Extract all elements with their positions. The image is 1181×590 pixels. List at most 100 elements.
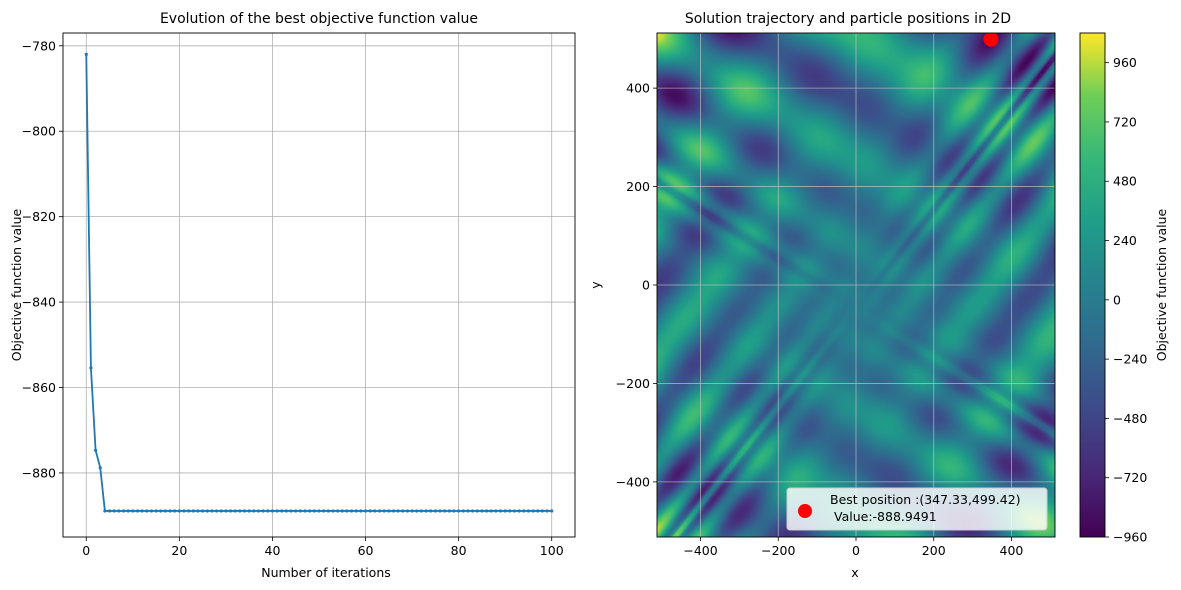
best-value-point [219, 509, 223, 513]
convergence-y-tick-label: −780 [22, 38, 56, 53]
best-value-point [298, 509, 302, 513]
best-value-point [340, 509, 344, 513]
best-value-point [182, 509, 186, 513]
best-value-point [201, 509, 205, 513]
colorbar-tick-label: −240 [1113, 352, 1147, 367]
convergence-x-tick-label: 60 [358, 543, 374, 558]
convergence-x-tick-label: 80 [451, 543, 467, 558]
best-value-point [545, 509, 549, 513]
best-value-point [326, 509, 330, 513]
best-value-point [508, 509, 512, 513]
best-value-point [173, 509, 177, 513]
best-value-point [224, 509, 228, 513]
best-value-point [517, 509, 521, 513]
legend-best-position-marker [798, 504, 812, 518]
best-value-point [117, 509, 121, 513]
best-value-point [359, 509, 363, 513]
convergence-x-tick-label: 40 [265, 543, 281, 558]
best-value-point [121, 509, 126, 513]
best-value-point [112, 509, 116, 513]
colorbar-tick-label: 0 [1113, 292, 1121, 307]
best-value-point [447, 509, 451, 513]
best-value-point [303, 509, 307, 513]
colorbar: 960 720 480 240 0 −240 −480 −720 −960 Objective … [1079, 32, 1169, 545]
best-value-point [429, 509, 433, 513]
legend-line-1: Best position :(347.33,499.42) [830, 492, 1021, 507]
trajectory-x-tick-label: −200 [761, 543, 795, 558]
best-value-point [419, 509, 423, 513]
best-value-point [163, 509, 167, 513]
convergence-chart: Evolution of the best objective function… [9, 11, 576, 580]
trajectory-legend: Best position :(347.33,499.42) Value:-88… [786, 487, 1048, 531]
best-value-point [401, 509, 405, 513]
best-value-point [93, 448, 98, 452]
best-value-point [457, 509, 461, 513]
best-value-point [284, 509, 289, 513]
trajectory-x-tick-label: 200 [922, 543, 946, 558]
best-value-point [512, 509, 517, 513]
legend-box [786, 487, 1048, 531]
convergence-chart-title: Evolution of the best objective function… [160, 11, 478, 27]
colorbar-frame [1079, 32, 1106, 538]
best-value-point [317, 509, 321, 513]
best-value-point [135, 509, 140, 513]
convergence-y-tick-label: −840 [22, 295, 56, 310]
best-value-point [149, 509, 154, 513]
convergence-plot-area [63, 33, 575, 537]
best-value-point [433, 509, 437, 513]
convergence-x-tick-label: 0 [82, 543, 90, 558]
best-value-series-markers [84, 52, 554, 513]
best-value-point [140, 509, 144, 513]
best-value-point [256, 509, 261, 513]
convergence-x-axis-label: Number of iterations [261, 565, 391, 580]
best-value-point [331, 509, 335, 513]
best-value-point [187, 509, 191, 513]
best-value-point [424, 509, 428, 513]
convergence-y-tick-label: −880 [22, 465, 56, 480]
best-value-point [131, 509, 135, 513]
best-value-point [391, 509, 396, 513]
trajectory-y-axis-label: y [588, 281, 603, 289]
best-value-point [261, 509, 265, 513]
trajectory-y-ticks: 400 200 0 −200 −400 [616, 81, 657, 489]
colorbar-tick-label: 960 [1113, 55, 1137, 70]
trajectory-y-tick-label: 200 [626, 179, 650, 194]
best-value-point [550, 509, 554, 513]
best-value-point [536, 509, 540, 513]
trajectory-y-tick-label: −400 [616, 474, 650, 489]
best-value-point [98, 466, 102, 470]
best-value-point [308, 509, 312, 513]
colorbar-tick-label: 720 [1113, 114, 1137, 129]
best-value-point [540, 509, 545, 513]
convergence-plot-frame [62, 32, 576, 538]
convergence-y-axis-label: Objective function value [9, 208, 24, 361]
best-value-point [322, 509, 326, 513]
best-value-point [168, 509, 172, 513]
best-value-point [196, 509, 200, 513]
best-value-point [191, 509, 195, 513]
best-value-point [252, 509, 256, 513]
best-value-point [494, 509, 498, 513]
best-value-point [396, 509, 400, 513]
trajectory-y-tick-label: −200 [616, 376, 650, 391]
best-value-point [312, 509, 316, 513]
best-value-point [266, 509, 270, 513]
best-value-point [526, 509, 531, 513]
colorbar-tick-label: 480 [1113, 174, 1137, 189]
best-value-point [377, 509, 382, 513]
best-value-point [489, 509, 493, 513]
trajectory-chart-title: Solution trajectory and particle positio… [685, 11, 1011, 27]
best-value-point [294, 509, 298, 513]
best-value-point [410, 509, 414, 513]
best-value-point [345, 509, 349, 513]
best-value-point [522, 509, 526, 513]
best-value-point [228, 509, 233, 513]
trajectory-x-ticks: −400 −200 0 200 400 [683, 537, 1023, 558]
best-value-point [480, 509, 484, 513]
best-value-point [336, 509, 340, 513]
best-value-point [89, 366, 93, 370]
convergence-y-ticks: −780 −800 −820 −840 −860 −880 [22, 38, 63, 480]
trajectory-x-tick-label: 400 [1000, 543, 1024, 558]
best-value-point [498, 509, 503, 513]
